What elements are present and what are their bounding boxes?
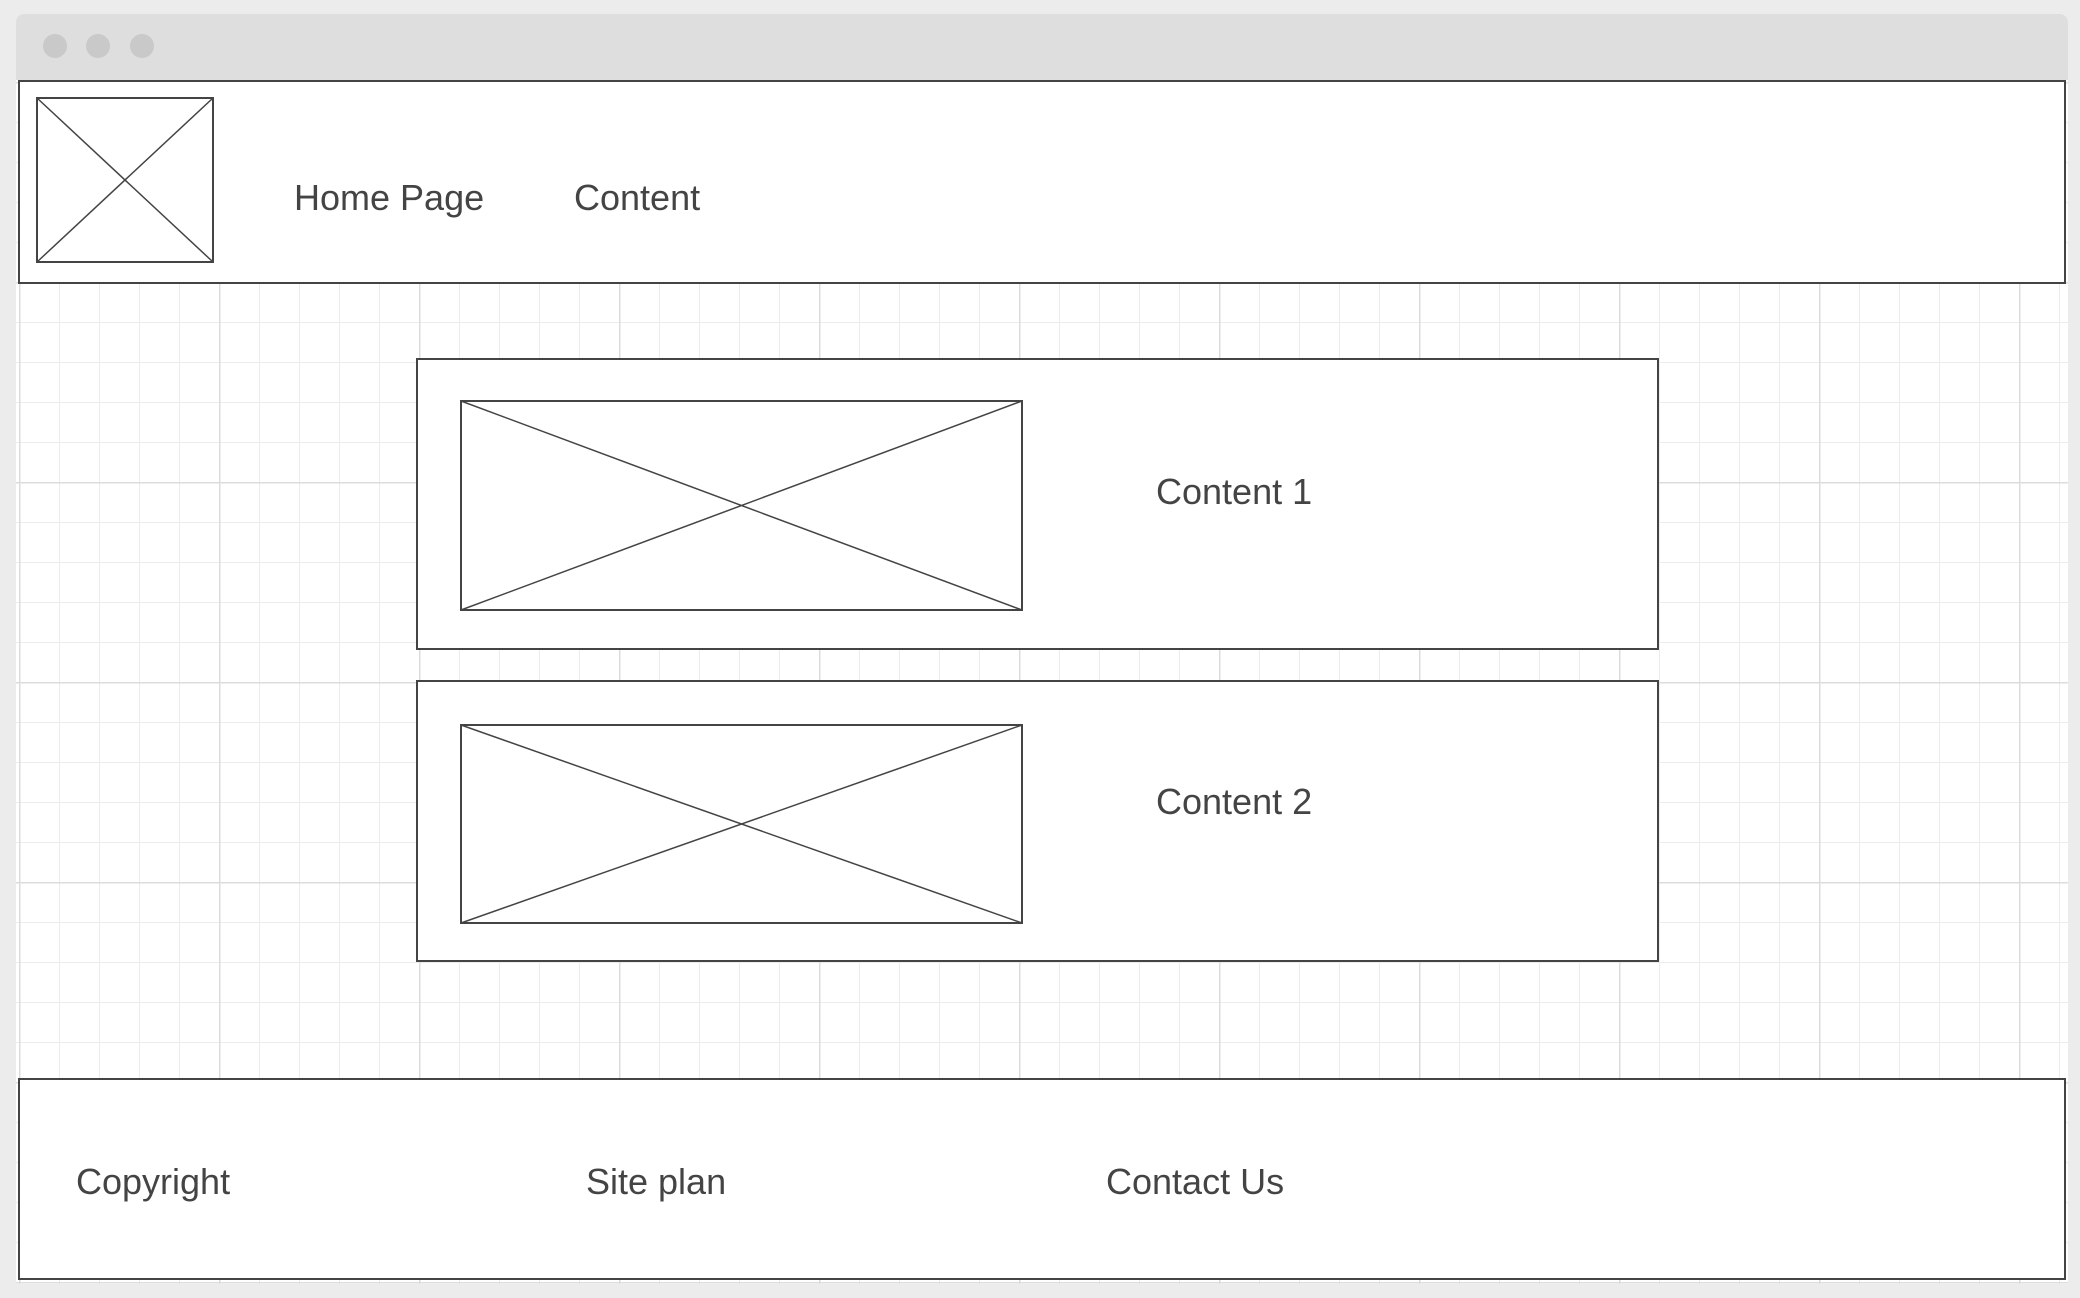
site-header: [18, 80, 2066, 284]
close-window-button[interactable]: [43, 34, 67, 58]
minimize-window-button[interactable]: [86, 34, 110, 58]
window-titlebar: [16, 14, 2068, 80]
footer-contact-us-link[interactable]: Contact Us: [1106, 1161, 1285, 1202]
footer-site-plan-link[interactable]: Site plan: [586, 1161, 727, 1202]
nav-home-page-link[interactable]: Home Page: [294, 177, 485, 218]
site-footer: [18, 1078, 2066, 1280]
content-2-image-placeholder-icon: [460, 724, 1023, 924]
footer-copyright-link[interactable]: Copyright: [76, 1161, 231, 1202]
browser-window: Home Page Content Content 1 Content 2 Co…: [16, 14, 2068, 1284]
content-1-image-placeholder-icon: [460, 400, 1023, 611]
logo-image-placeholder-icon[interactable]: [36, 97, 214, 263]
content-2-label: Content 2: [1156, 781, 1313, 822]
nav-content-link[interactable]: Content: [574, 177, 701, 218]
maximize-window-button[interactable]: [130, 34, 154, 58]
content-1-label: Content 1: [1156, 471, 1313, 512]
